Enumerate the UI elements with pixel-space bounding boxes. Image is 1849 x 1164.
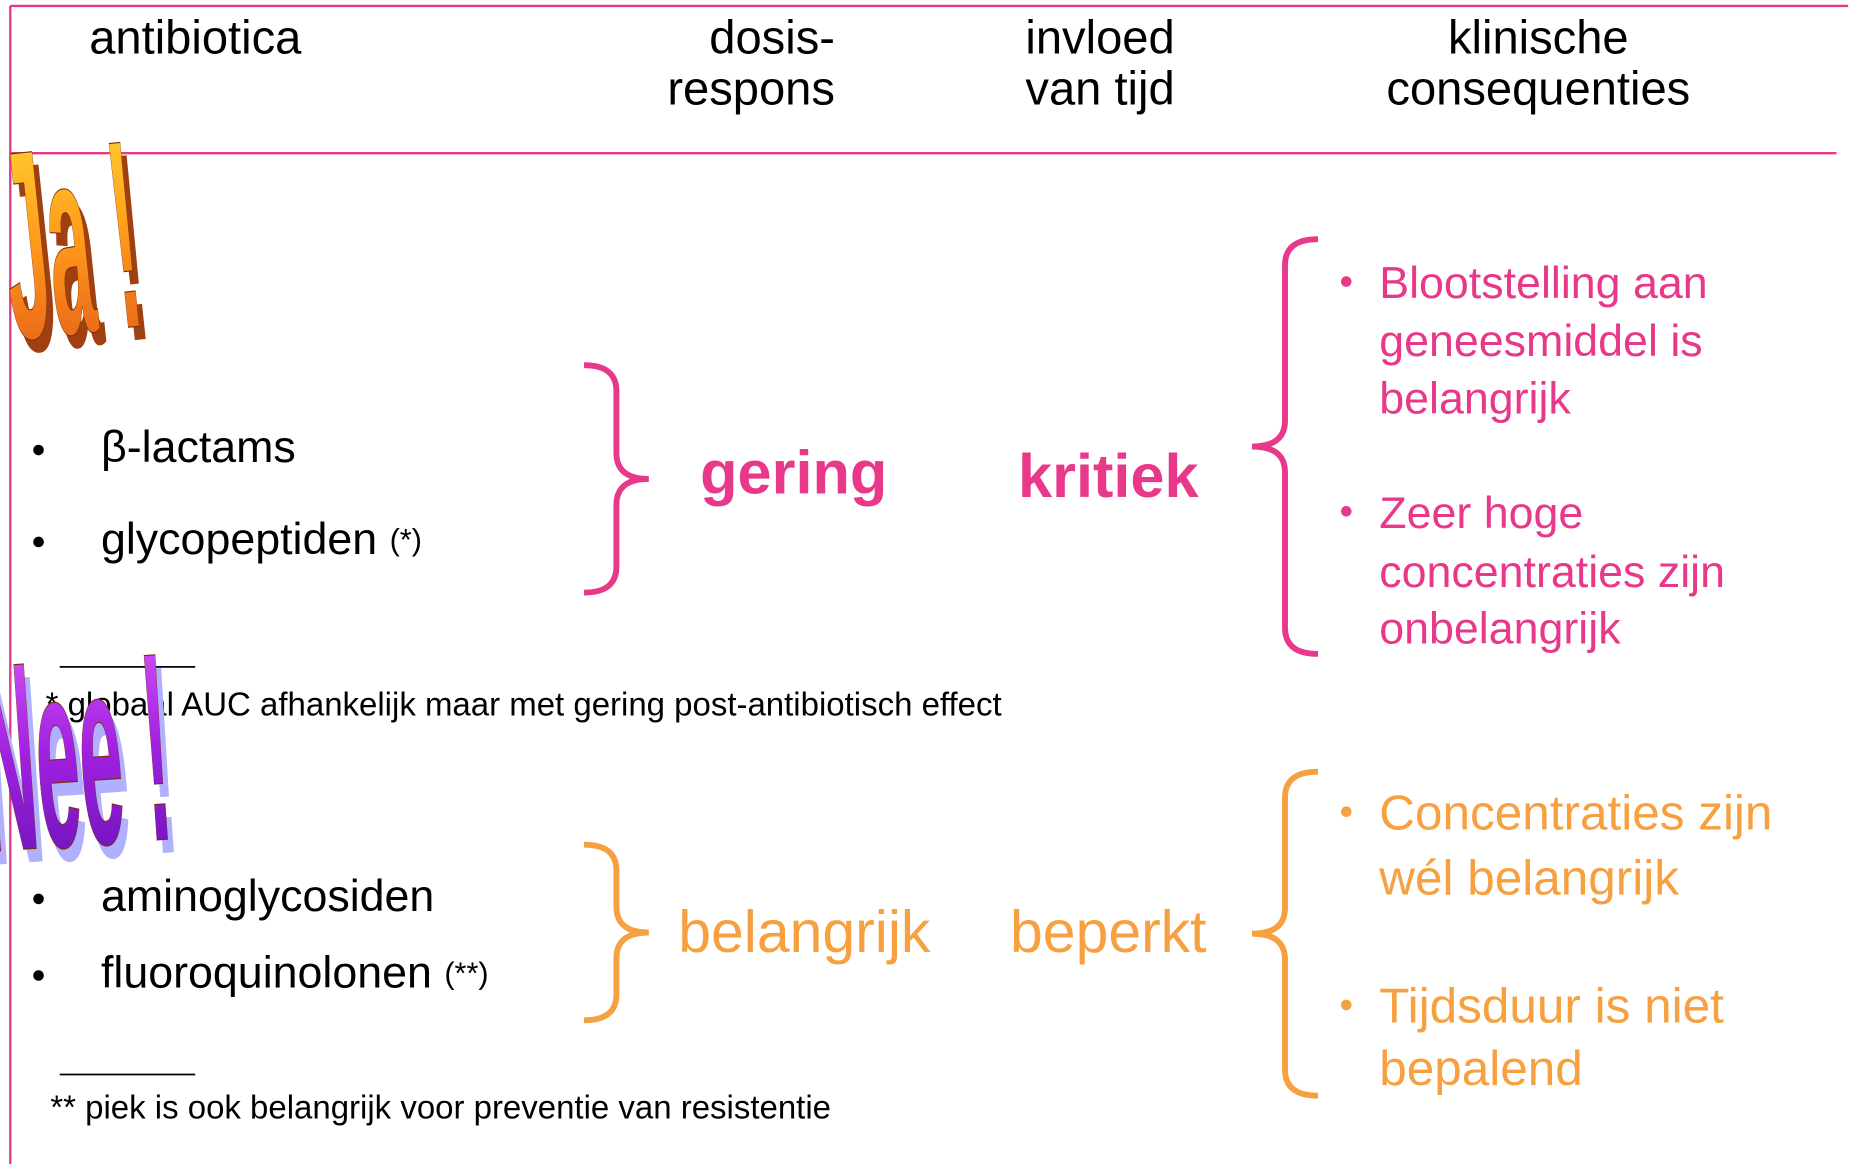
badge-text: Nee ! [0, 596, 179, 909]
consequence-line: Tijdsduur is niet [1379, 979, 1724, 1034]
bullet [1340, 999, 1352, 1011]
antibiotic-name: fluoroquinolonen (**) [101, 947, 489, 997]
footnote: * globaal AUC afhankelijk maar met gerin… [46, 686, 1002, 723]
header-cell: van tijd [1025, 61, 1174, 114]
consequence-line: Concentraties zijn [1379, 786, 1772, 841]
bullet [1340, 276, 1352, 287]
header-cell: antibiotica [89, 11, 302, 64]
bullet [33, 444, 44, 456]
consequence-line: bepalend [1379, 1041, 1583, 1096]
antibiotic-name: glycopeptiden (*) [101, 514, 422, 564]
header-cell: invloed [1025, 11, 1174, 64]
consequence-line: belangrijk [1379, 374, 1571, 424]
bullet [33, 970, 44, 981]
antibiotic-name: aminoglycosiden [101, 871, 434, 921]
badge: Ja !Ja ! [0, 83, 159, 409]
bullet [1340, 506, 1352, 517]
antibiotic-name: β-lactams [101, 422, 296, 472]
badge: Nee !Nee ! [0, 596, 185, 922]
brace-left [1251, 768, 1319, 1099]
antibiotic-label: β-lactams [101, 422, 296, 472]
footnote-ref: (*) [390, 523, 422, 557]
consequence-line: onbelangrijk [1379, 603, 1621, 653]
antibiotic-label: aminoglycosiden [101, 871, 434, 921]
time-influence: beperkt [1010, 900, 1206, 965]
consequence-line: Zeer hoge [1379, 488, 1583, 538]
bullet [33, 893, 44, 905]
bullet [1340, 806, 1352, 818]
header-cell: respons [667, 61, 835, 114]
brace-right [583, 362, 649, 596]
header-cell: klinische [1448, 11, 1629, 64]
consequence-line: Blootstelling aan [1379, 258, 1707, 308]
brace-left [1251, 236, 1319, 657]
brace-right [583, 841, 649, 1024]
header-cell: consequenties [1386, 61, 1690, 114]
antibiotic-label: glycopeptiden [101, 514, 377, 564]
badge-shadow: Ja ! [0, 96, 159, 409]
consequence-line: concentraties zijn [1379, 547, 1725, 597]
consequence-line: geneesmiddel is [1379, 316, 1702, 366]
dose-response: gering [700, 438, 887, 506]
consequence-line: wél belangrijk [1378, 850, 1679, 905]
bullet [33, 536, 44, 548]
dose-response: belangrijk [678, 900, 931, 965]
time-influence: kritiek [1018, 442, 1199, 510]
badge-shadow: Nee ! [0, 609, 185, 922]
footnote-ref: (**) [444, 957, 488, 991]
footnote: ** piek is ook belangrijk voor preventie… [50, 1089, 831, 1126]
header-cell: dosis- [709, 11, 835, 64]
antibiotic-label: fluoroquinolonen [101, 947, 432, 997]
